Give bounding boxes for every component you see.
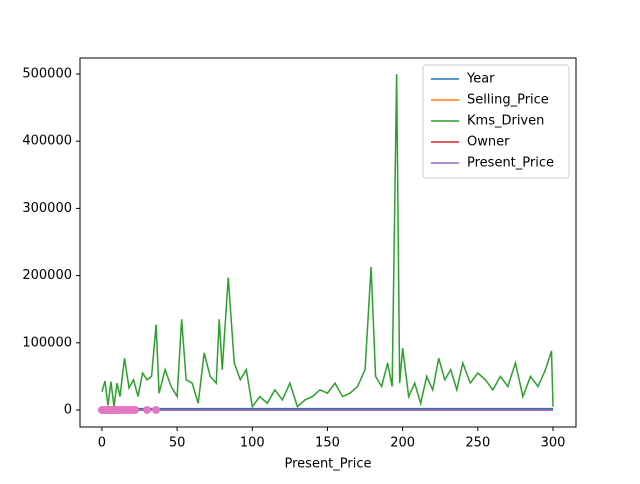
legend-label: Owner	[467, 135, 510, 150]
legend-label: Year	[466, 72, 495, 87]
x-tick-label: 50	[169, 436, 186, 451]
x-tick-label: 100	[240, 436, 265, 451]
y-tick-label: 300000	[22, 201, 72, 216]
legend-label: Kms_Driven	[467, 114, 544, 129]
legend-box	[422, 64, 570, 179]
plot-frame	[79, 57, 577, 428]
legend-label: Selling_Price	[467, 93, 549, 108]
scatter-point	[143, 405, 152, 414]
x-tick-label: 0	[98, 436, 106, 451]
x-tick-label: 200	[390, 436, 415, 451]
y-tick-label: 500000	[22, 66, 72, 81]
y-tick-label: 100000	[22, 335, 72, 350]
x-tick-label: 300	[541, 436, 566, 451]
x-tick-label: 250	[465, 436, 490, 451]
line	[101, 73, 554, 409]
y-tick-label: 0	[64, 402, 72, 417]
x-tick-label: 150	[315, 436, 340, 451]
y-tick-label: 400000	[22, 134, 72, 149]
legend-label: Present_Price	[467, 156, 554, 171]
x-axis-label: Present_Price	[285, 457, 372, 472]
scatter-point	[131, 405, 140, 414]
y-tick-label: 200000	[22, 268, 72, 283]
scatter-point	[152, 405, 161, 414]
